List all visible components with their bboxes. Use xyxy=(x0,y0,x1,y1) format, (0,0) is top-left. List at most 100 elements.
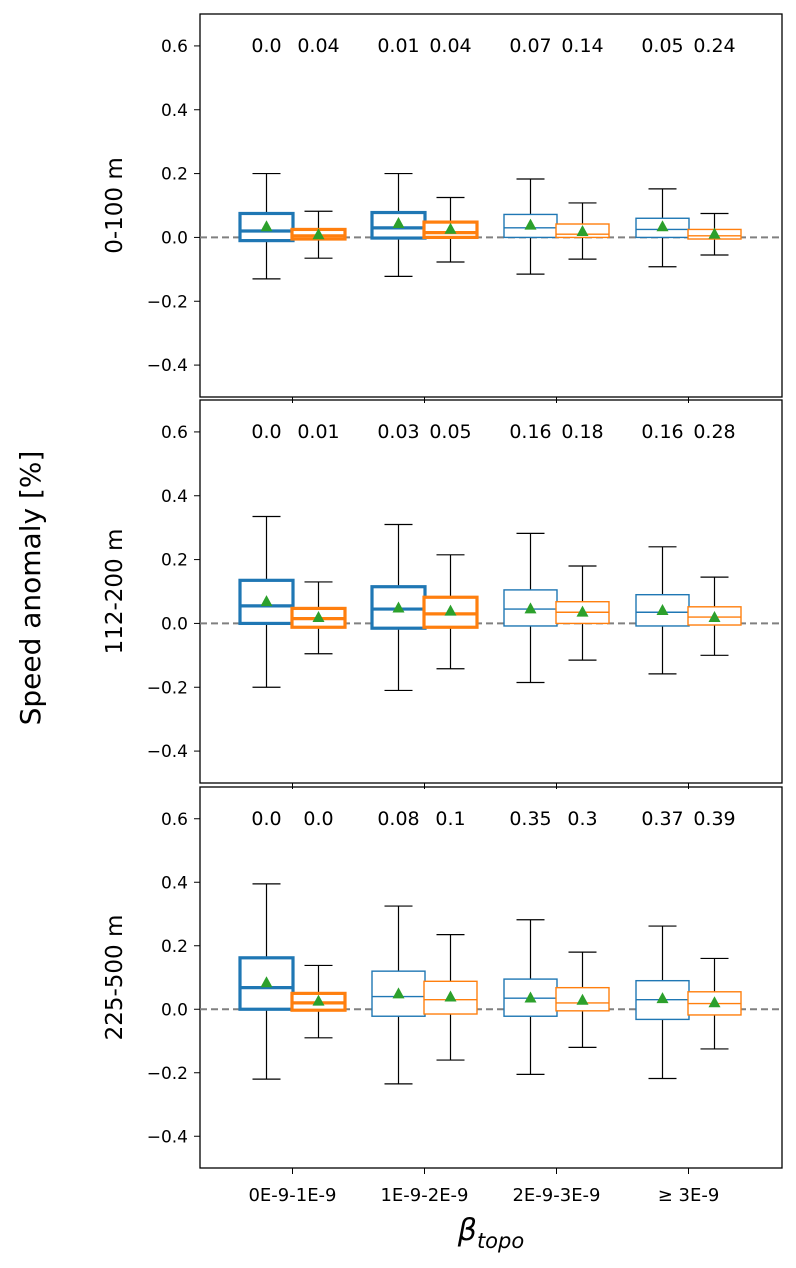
box-series-b xyxy=(687,212,742,256)
mean-marker xyxy=(524,602,537,614)
annotation-value: 0.39 xyxy=(693,808,735,830)
x-tick-label: ≥ 3E-9 xyxy=(658,1185,720,1206)
y-tick-label: 0.2 xyxy=(161,165,188,185)
box-series-a xyxy=(503,178,558,275)
mean-marker xyxy=(392,987,405,999)
box-series-a xyxy=(370,172,427,277)
panel-label: 0-100 m xyxy=(102,157,128,254)
mean-marker xyxy=(708,996,721,1008)
annotation-value: 0.01 xyxy=(377,35,419,57)
y-tick-label: −0.4 xyxy=(147,742,188,762)
mean-marker xyxy=(312,994,325,1006)
y-tick-label: 0.0 xyxy=(161,614,188,634)
mean-marker xyxy=(524,218,537,230)
y-tick-label: 0.2 xyxy=(161,937,188,957)
x-axis-label-subscript: topo xyxy=(477,1229,524,1253)
panel-3: −0.4 −0.2 0.0 0.2 0.4 0.6 225-500 m 0.0 0.0 0.08 0… xyxy=(102,786,783,1206)
box-series-a xyxy=(238,883,295,1080)
annotation-value: 0.0 xyxy=(303,808,333,830)
mean-marker xyxy=(260,595,273,607)
mean-marker xyxy=(656,992,669,1004)
annotation-value: 0.14 xyxy=(561,35,603,57)
box-series-a xyxy=(503,919,558,1075)
mean-marker xyxy=(444,604,457,616)
box-series-b xyxy=(555,202,610,260)
mean-marker xyxy=(576,225,589,237)
x-tick-label: 1E-9-2E-9 xyxy=(380,1185,468,1206)
panel-label: 112-200 m xyxy=(102,529,128,655)
box-series-b xyxy=(422,196,479,263)
annotation-value: 0.0 xyxy=(251,421,281,443)
y-tick-label: 0.6 xyxy=(161,423,188,443)
y-tick-label: 0.4 xyxy=(161,873,188,893)
mean-marker xyxy=(312,228,325,240)
box-series-a xyxy=(503,532,558,684)
box-series-b xyxy=(555,951,610,1048)
annotation-value: 0.1 xyxy=(435,808,465,830)
annotation-value: 0.07 xyxy=(509,35,551,57)
box-series-a xyxy=(238,515,295,688)
annotation-value: 0.28 xyxy=(693,421,735,443)
mean-marker xyxy=(260,976,273,988)
x-tick-label: 2E-9-3E-9 xyxy=(512,1185,600,1206)
y-tick-label: 0.2 xyxy=(161,551,188,571)
x-axis-label: βtopo xyxy=(457,1213,524,1253)
x-axis-label-base: β xyxy=(457,1213,477,1248)
annotation-value: 0.18 xyxy=(561,421,603,443)
annotation-value: 0.03 xyxy=(377,421,419,443)
annotation-value: 0.16 xyxy=(509,421,551,443)
y-tick-label: −0.2 xyxy=(147,1064,188,1084)
x-tick-label: 0E-9-1E-9 xyxy=(248,1185,336,1206)
box-series-b xyxy=(290,964,347,1039)
mean-marker xyxy=(392,217,405,229)
mean-marker xyxy=(576,605,589,617)
annotation-value: 0.04 xyxy=(429,35,471,57)
mean-marker xyxy=(524,991,537,1003)
mean-marker xyxy=(260,220,273,232)
box-iqr xyxy=(370,210,427,240)
box-series-b xyxy=(290,210,347,259)
panel-2: −0.4 −0.2 0.0 0.2 0.4 0.6 112-200 m 0.0 0.01 0.03… xyxy=(102,399,783,789)
annotation-value: 0.35 xyxy=(509,808,551,830)
y-tick-label: −0.2 xyxy=(147,678,188,698)
axes-frame xyxy=(199,399,783,784)
mean-marker xyxy=(392,601,405,613)
y-tick-label: 0.0 xyxy=(161,228,188,248)
mean-marker xyxy=(312,611,325,623)
annotation-value: 0.24 xyxy=(693,35,735,57)
box-series-b xyxy=(687,957,742,1050)
box-series-a xyxy=(238,172,295,280)
y-tick-label: 0.6 xyxy=(161,810,188,830)
y-axis-label: Speed anomaly [%] xyxy=(14,451,47,726)
mean-marker xyxy=(656,604,669,616)
mean-marker xyxy=(656,220,669,232)
box-series-b xyxy=(555,565,610,661)
annotation-value: 0.0 xyxy=(251,35,281,57)
mean-marker xyxy=(708,227,721,239)
annotation-value: 0.05 xyxy=(641,35,683,57)
box-series-b xyxy=(422,554,479,670)
panel-label: 225-500 m xyxy=(102,915,128,1041)
y-tick-label: 0.4 xyxy=(161,487,188,507)
axes-frame xyxy=(199,786,783,1169)
y-tick-label: 0.0 xyxy=(161,1000,188,1020)
y-tick-label: 0.4 xyxy=(161,101,188,121)
annotation-value: 0.01 xyxy=(297,421,339,443)
y-tick-label: 0.6 xyxy=(161,37,188,57)
box-series-a xyxy=(370,523,427,692)
mean-marker xyxy=(444,222,457,234)
y-tick-label: −0.2 xyxy=(147,292,188,312)
box-series-a xyxy=(635,925,690,1080)
mean-marker xyxy=(576,993,589,1005)
annotation-value: 0.16 xyxy=(641,421,683,443)
annotation-value: 0.08 xyxy=(377,808,419,830)
annotation-value: 0.0 xyxy=(251,808,281,830)
box-series-a xyxy=(635,188,690,268)
annotation-value: 0.37 xyxy=(641,808,683,830)
mean-marker xyxy=(444,990,457,1002)
axes-frame xyxy=(199,13,783,398)
box-series-b xyxy=(423,934,478,1061)
box-series-b xyxy=(687,576,742,656)
box-series-a xyxy=(635,546,690,675)
